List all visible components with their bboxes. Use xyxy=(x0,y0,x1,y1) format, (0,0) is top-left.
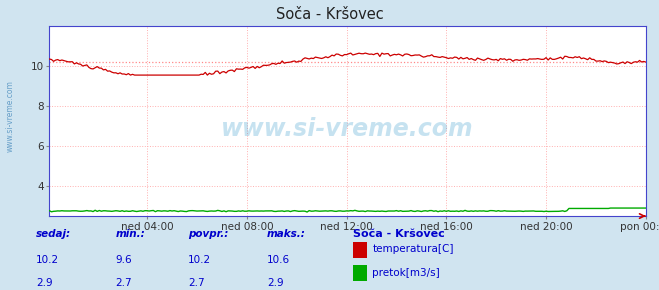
Text: 9.6: 9.6 xyxy=(115,255,132,265)
Text: maks.:: maks.: xyxy=(267,229,306,239)
Text: 10.2: 10.2 xyxy=(36,255,59,265)
Text: www.si-vreme.com: www.si-vreme.com xyxy=(5,80,14,152)
Text: pretok[m3/s]: pretok[m3/s] xyxy=(372,268,440,278)
Text: 2.9: 2.9 xyxy=(36,278,53,288)
Text: Soča - Kršovec: Soča - Kršovec xyxy=(275,7,384,22)
Text: povpr.:: povpr.: xyxy=(188,229,228,239)
Text: 2.7: 2.7 xyxy=(188,278,204,288)
Text: www.si-vreme.com: www.si-vreme.com xyxy=(221,117,474,141)
Text: 2.9: 2.9 xyxy=(267,278,283,288)
Text: Soča - Kršovec: Soča - Kršovec xyxy=(353,229,444,239)
Text: min.:: min.: xyxy=(115,229,145,239)
Text: 2.7: 2.7 xyxy=(115,278,132,288)
Text: temperatura[C]: temperatura[C] xyxy=(372,244,454,254)
Text: 10.6: 10.6 xyxy=(267,255,290,265)
Text: sedaj:: sedaj: xyxy=(36,229,71,239)
Text: 10.2: 10.2 xyxy=(188,255,211,265)
